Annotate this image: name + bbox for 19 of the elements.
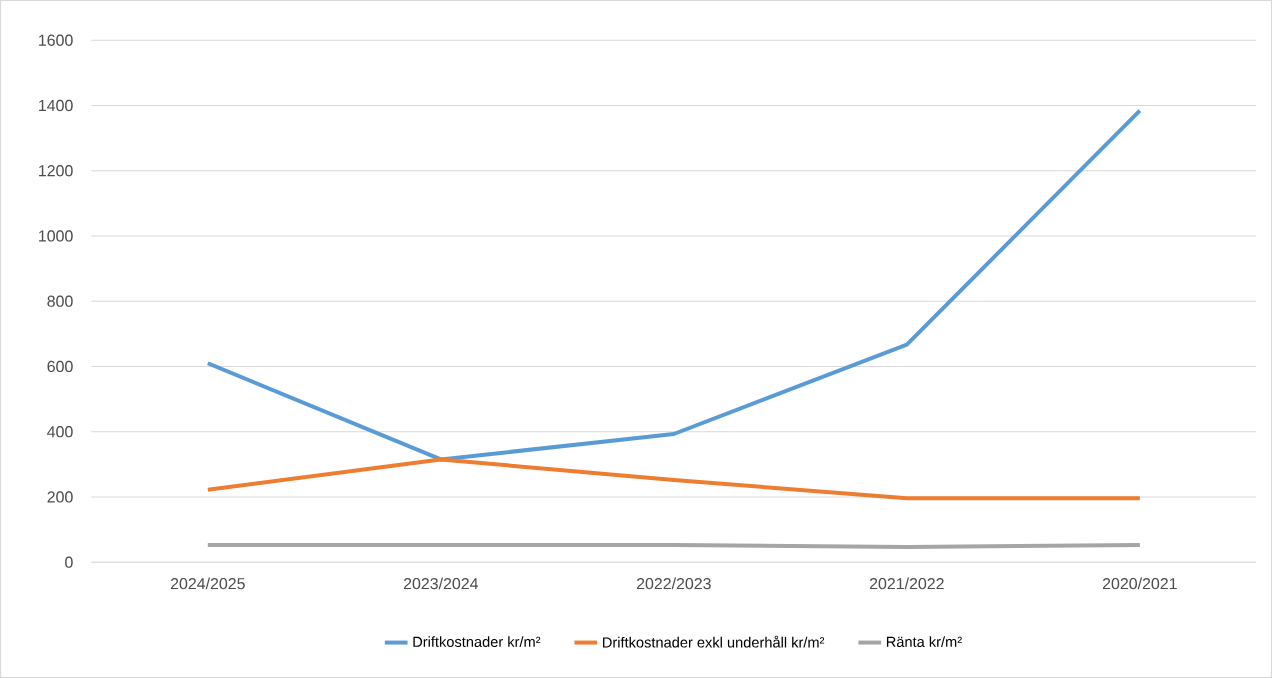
y-tick-label: 1400: [39, 99, 73, 112]
line-series: [205, 108, 1142, 462]
x-tick-label: 2023/2024: [403, 577, 479, 590]
y-tick-label: 1000: [39, 230, 73, 242]
legend-label: Ränta kr/m²: [886, 636, 962, 647]
x-tick-label: 2020/2021: [1102, 577, 1177, 590]
y-tick-label: 200: [47, 491, 73, 503]
line-series: [205, 457, 1142, 501]
x-tick-label: 2022/2023: [636, 577, 711, 590]
x-tick-label: 2024/2025: [170, 577, 245, 590]
legend-label: Driftkostnader kr/m²: [413, 636, 541, 647]
y-tick-label: 400: [47, 426, 73, 438]
y-tick-label: 1200: [39, 165, 73, 177]
x-tick-label: 2021/2022: [869, 577, 944, 590]
y-tick-label: 600: [47, 360, 73, 373]
y-tick-label: 800: [47, 295, 73, 307]
legend-label: Driftkostnader exkl underhåll kr/m²: [603, 635, 825, 648]
y-tick-label: 0: [65, 556, 73, 568]
y-tick-label: 1600: [39, 34, 73, 46]
